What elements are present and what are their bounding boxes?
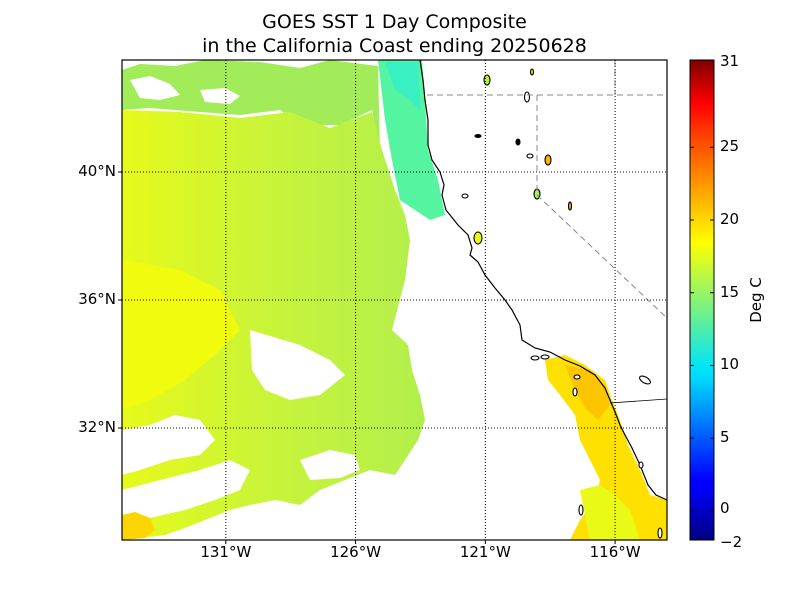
lon-tick-label: 116°W [589,543,641,561]
colorbar-label: Deg C [747,277,765,323]
state-borders [427,60,668,319]
map-title: GOES SST 1 Day Composite in the Californ… [122,10,667,58]
colorbar-tick-label: 31 [720,52,740,70]
graticule [122,60,667,540]
lon-tick-label: 121°W [459,543,511,561]
colorbar-tick-label: 20 [720,210,740,228]
colorbar-tick-label: 15 [720,282,740,301]
colorbar-tick-label: 5 [720,428,730,447]
title-line-1: GOES SST 1 Day Composite [262,11,527,33]
lon-tick-label: 131°W [200,543,252,561]
lat-tick-label: 40°N [78,162,116,180]
border-line [609,398,668,404]
islands [461,68,663,539]
lat-tick-label: 36°N [78,290,116,308]
colorbar-tick-label: 10 [720,355,740,374]
title-line-2: in the California Coast ending 20250628 [202,35,587,57]
colorbar-ticks [690,59,714,541]
sst-field [122,60,667,540]
lon-tick-label: 126°W [330,543,382,561]
axis-ticks [118,171,616,544]
colorbar [689,59,715,541]
colorbar-tick-label: −2 [720,533,743,551]
colorbar-tick-label: 0 [720,498,730,517]
lat-tick-label: 32°N [78,418,116,436]
coastline [419,59,668,501]
colorbar-tick-label: 25 [720,137,740,156]
